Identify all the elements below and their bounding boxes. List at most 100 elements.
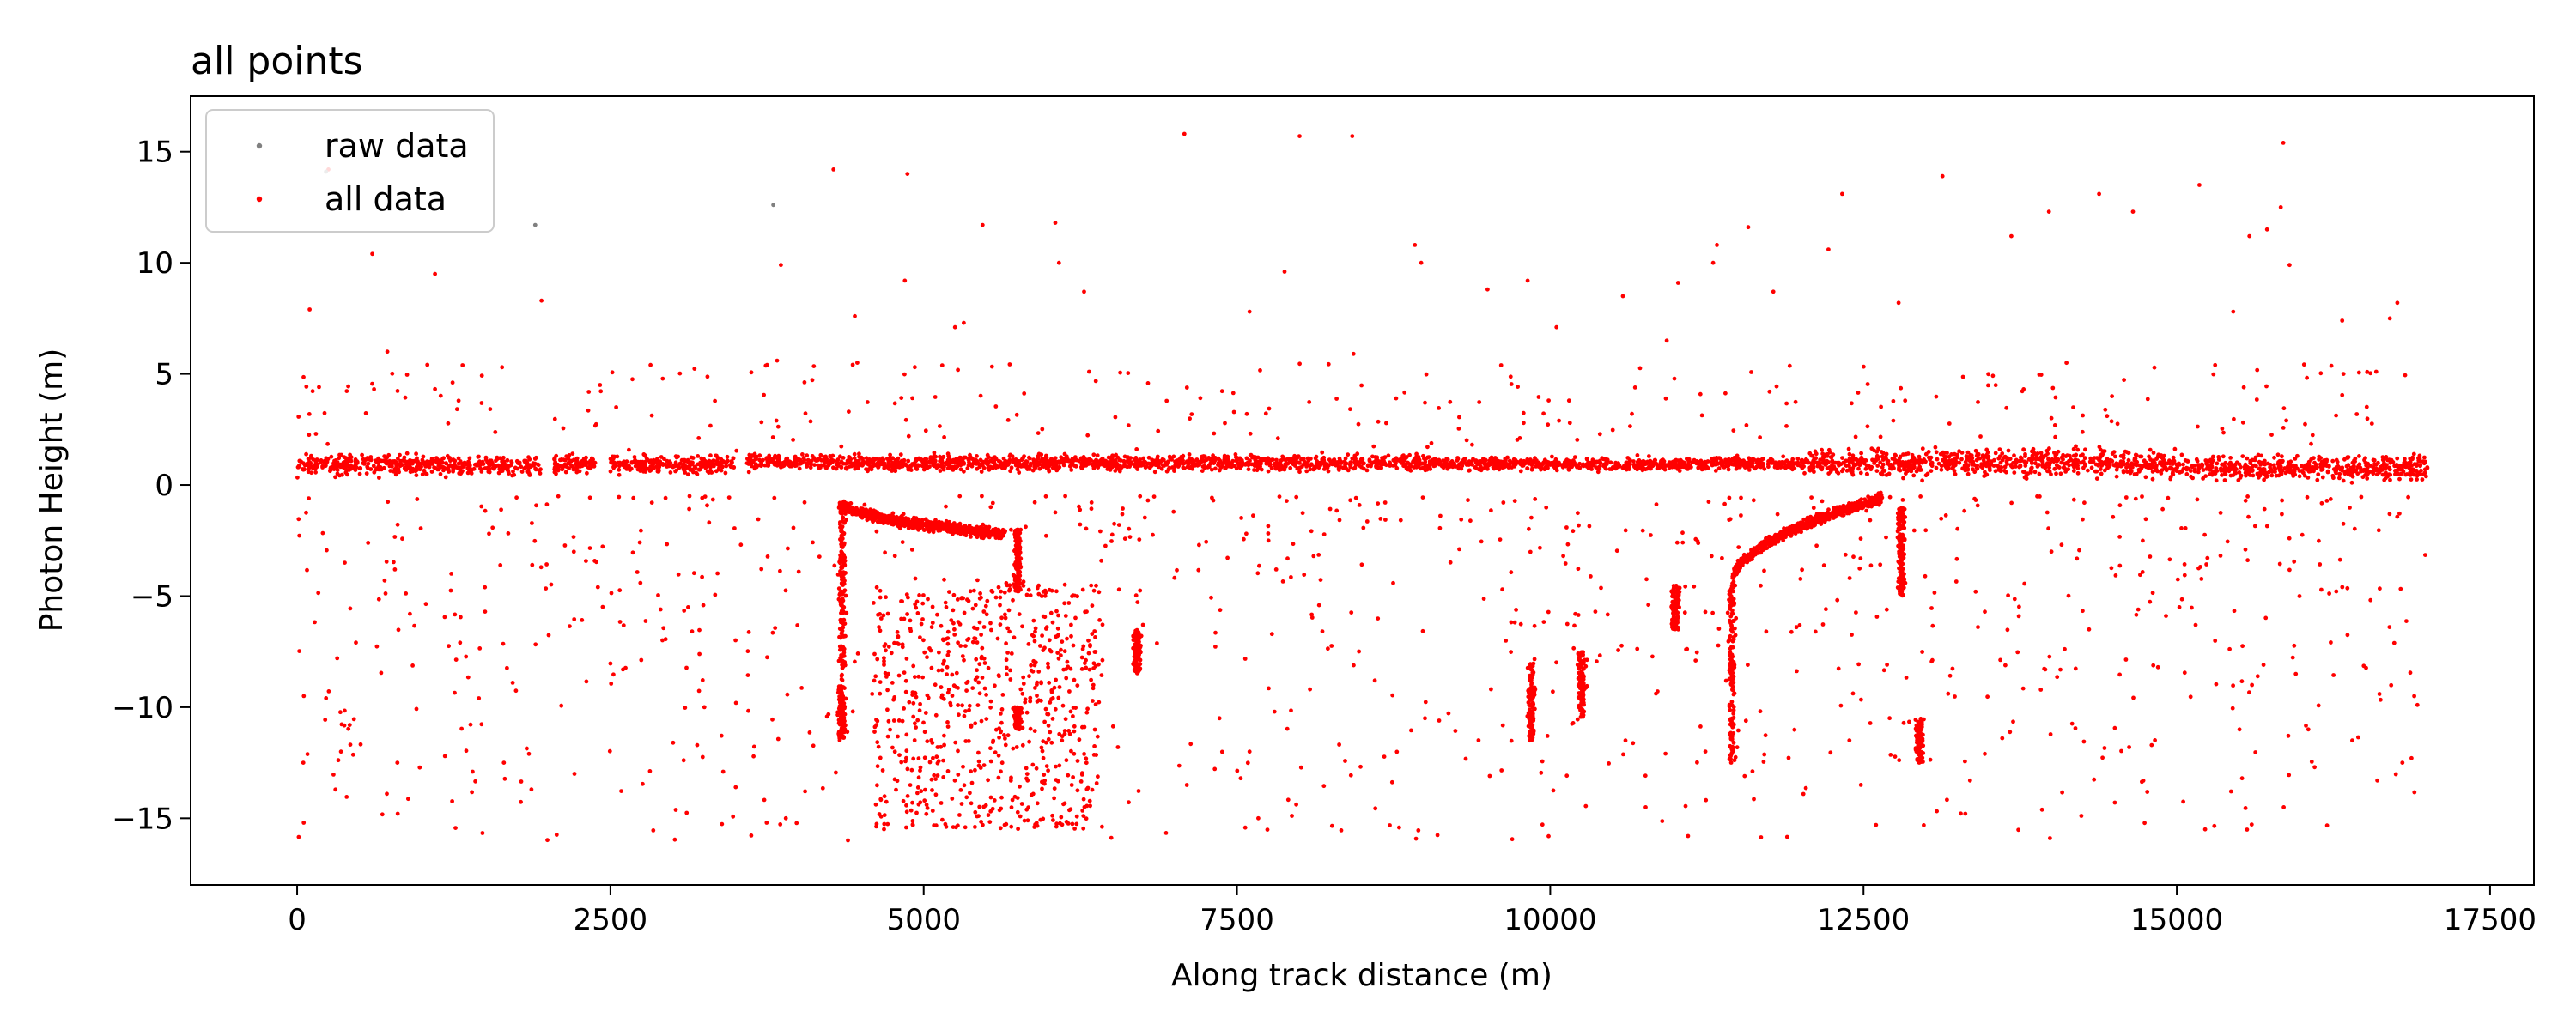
surface-point	[1735, 453, 1740, 458]
surface-point	[2167, 458, 2172, 464]
surface-point	[2004, 470, 2008, 475]
surface-point	[2228, 460, 2233, 465]
surface-point	[2063, 454, 2069, 458]
surface-point	[2265, 461, 2270, 466]
surface-point	[2190, 464, 2195, 470]
surface-point	[1343, 456, 1348, 461]
surface-point	[2312, 469, 2316, 474]
surface-point	[2365, 476, 2370, 481]
surface-point	[1922, 457, 1927, 462]
surface-point	[1809, 453, 1814, 458]
surface-point	[1920, 446, 1925, 451]
depression-point	[969, 535, 973, 539]
surface-point	[946, 453, 951, 458]
surface-point	[1886, 471, 1892, 476]
surface-point	[811, 456, 817, 460]
surface-point	[1497, 467, 1502, 472]
surface-point	[2075, 466, 2081, 470]
surface-point	[2331, 476, 2336, 481]
surface-point	[918, 457, 923, 463]
surface-point	[2098, 467, 2103, 471]
surface-point	[2037, 471, 2042, 476]
surface-point	[435, 467, 440, 472]
surface-point	[627, 464, 631, 469]
surface-point	[2210, 472, 2215, 477]
surface-point	[1841, 467, 1846, 472]
surface-point	[532, 457, 538, 461]
surface-point	[496, 470, 501, 476]
surface-point	[866, 469, 870, 474]
surface-point	[1728, 459, 1733, 464]
surface-point	[397, 470, 401, 475]
surface-point	[506, 470, 511, 474]
surface-point	[2346, 472, 2351, 476]
surface-point	[721, 460, 726, 465]
surface-point	[1222, 457, 1227, 463]
surface-point	[1939, 467, 1944, 472]
surface-point	[571, 467, 576, 472]
surface-point	[620, 460, 625, 465]
surface-point	[387, 458, 392, 464]
surface-point	[1346, 452, 1351, 457]
surface-point	[2239, 473, 2244, 478]
surface-point	[2317, 454, 2322, 459]
surface-point	[2163, 461, 2168, 466]
surface-point	[1802, 470, 1807, 476]
surface-point	[889, 463, 894, 467]
surface-point	[1049, 457, 1054, 462]
surface-point	[1152, 458, 1157, 464]
surface-point	[1859, 451, 1864, 456]
surface-point	[2373, 463, 2379, 467]
surface-point	[1433, 461, 1438, 465]
surface-point	[656, 467, 660, 471]
surface-point	[505, 457, 510, 463]
surface-point	[1462, 460, 1467, 465]
surface-point	[731, 456, 736, 461]
chart-title: all points	[191, 39, 363, 83]
surface-point	[2105, 466, 2110, 470]
surface-point	[608, 469, 613, 474]
surface-point	[2098, 455, 2103, 460]
surface-point	[2144, 461, 2149, 466]
surface-point	[1836, 470, 1841, 476]
surface-point	[2058, 471, 2063, 476]
surface-point	[784, 457, 788, 463]
surface-point	[481, 462, 486, 466]
surface-point	[674, 468, 678, 473]
surface-point	[365, 464, 370, 470]
surface-point	[682, 468, 687, 473]
surface-point	[725, 454, 730, 459]
surface-point	[1246, 467, 1251, 472]
surface-point	[360, 452, 364, 457]
surface-point	[1352, 466, 1356, 471]
surface-point	[1284, 461, 1289, 465]
surface-point	[381, 465, 386, 470]
surface-point	[708, 464, 713, 470]
surface-point	[1952, 469, 1957, 473]
surface-point	[624, 459, 629, 464]
surface-point	[2109, 458, 2114, 464]
surface-point	[1344, 466, 1349, 471]
surface-point	[1963, 468, 1968, 473]
surface-point	[2358, 465, 2363, 470]
surface-point	[927, 459, 932, 464]
surface-point	[968, 452, 972, 457]
surface-point	[2126, 457, 2131, 463]
surface-point	[1572, 460, 1577, 465]
surface-point	[2254, 464, 2258, 469]
surface-point	[2287, 466, 2292, 470]
surface-point	[1499, 461, 1504, 465]
surface-point	[1667, 461, 1672, 466]
surface-point	[1608, 460, 1613, 465]
surface-point	[1621, 466, 1625, 470]
surface-point	[1677, 458, 1682, 464]
surface-point	[453, 458, 458, 464]
surface-point	[1643, 467, 1648, 472]
surface-point	[462, 464, 466, 469]
surface-point	[800, 452, 805, 457]
surface-point	[617, 464, 622, 469]
surface-point	[577, 469, 582, 474]
surface-point	[1375, 455, 1380, 460]
